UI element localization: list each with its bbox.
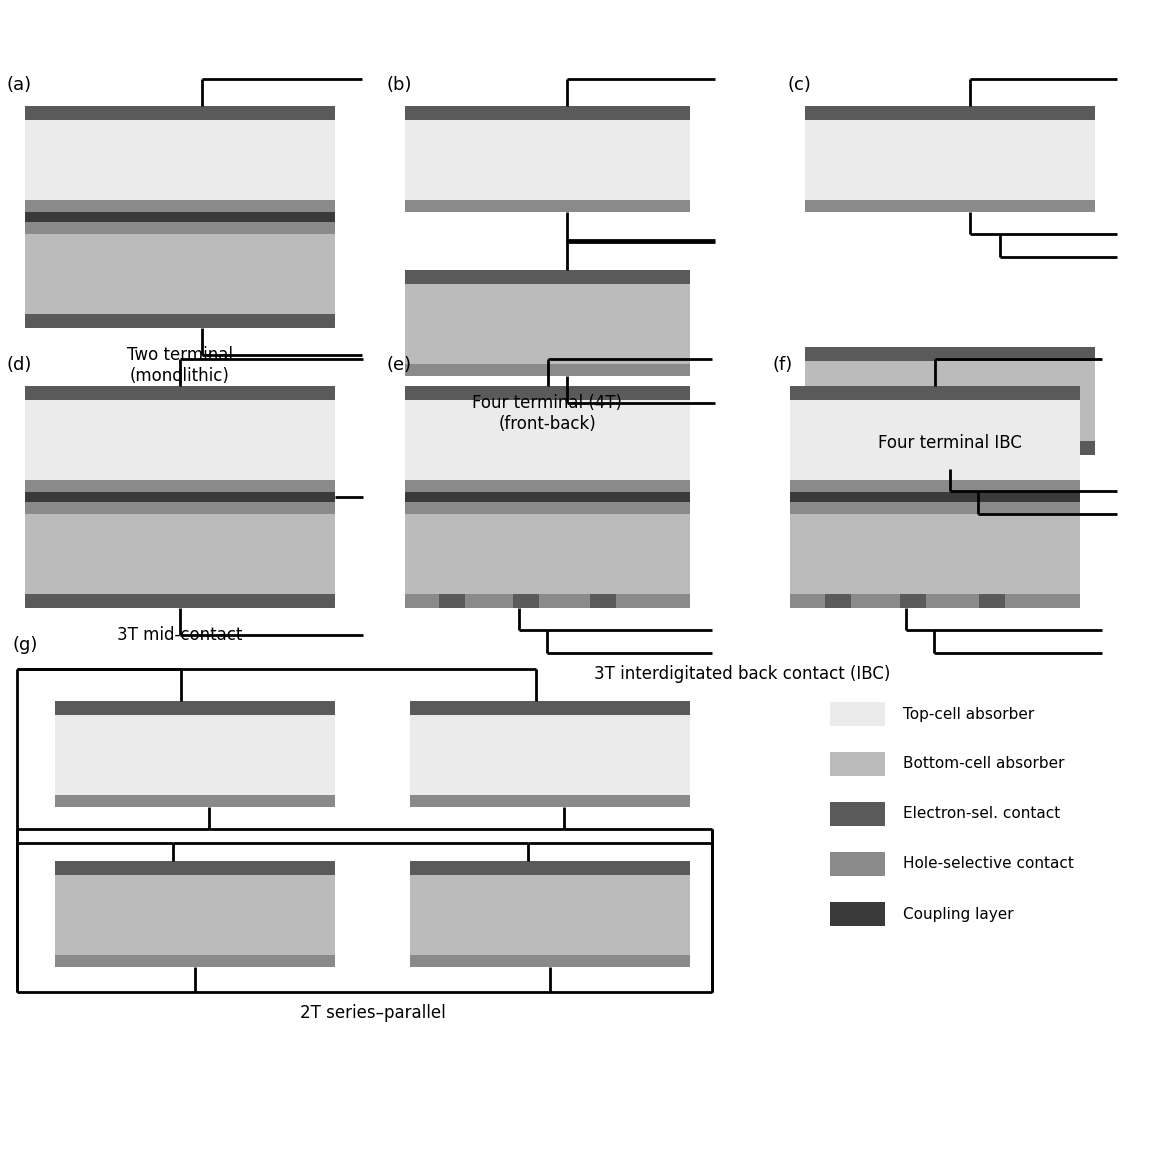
Bar xyxy=(405,502,690,514)
Bar xyxy=(805,200,1095,212)
Bar xyxy=(410,861,690,875)
Bar xyxy=(55,875,335,956)
Bar xyxy=(790,492,1080,502)
Bar xyxy=(405,120,690,200)
Bar xyxy=(405,385,690,401)
Bar xyxy=(805,347,1095,361)
Bar xyxy=(25,212,335,222)
Text: (d): (d) xyxy=(7,356,33,374)
Bar xyxy=(830,902,885,926)
Bar xyxy=(830,752,885,776)
Bar xyxy=(405,514,690,594)
Bar xyxy=(827,361,853,375)
Bar xyxy=(908,361,934,375)
Text: 2T series–parallel: 2T series–parallel xyxy=(300,1004,445,1022)
Bar xyxy=(830,802,885,825)
Bar xyxy=(25,492,335,502)
Bar xyxy=(405,271,690,284)
Bar xyxy=(25,313,335,329)
Text: Four terminal (4T)
(front-back): Four terminal (4T) (front-back) xyxy=(472,394,623,433)
Text: (c): (c) xyxy=(787,75,811,94)
Bar xyxy=(55,701,335,715)
Text: (e): (e) xyxy=(387,356,412,374)
Bar xyxy=(410,701,690,715)
Bar xyxy=(410,715,690,795)
Bar xyxy=(410,875,690,956)
Text: Bottom-cell absorber: Bottom-cell absorber xyxy=(904,757,1065,772)
Bar xyxy=(405,284,690,365)
Bar xyxy=(805,120,1095,200)
Bar xyxy=(790,385,1080,401)
Bar xyxy=(790,514,1080,594)
Bar xyxy=(805,106,1095,120)
Bar xyxy=(790,594,1080,608)
Text: Electron-sel. contact: Electron-sel. contact xyxy=(904,807,1060,822)
Bar xyxy=(25,401,335,479)
Text: 3T interdigitated back contact (IBC): 3T interdigitated back contact (IBC) xyxy=(595,665,891,683)
Bar xyxy=(790,479,1080,492)
Text: (b): (b) xyxy=(387,75,412,94)
Text: Two terminal
(monolithic): Two terminal (monolithic) xyxy=(127,346,233,384)
Bar xyxy=(590,594,616,608)
Bar xyxy=(405,106,690,120)
Bar xyxy=(986,361,1013,375)
Bar xyxy=(805,361,1095,441)
Text: (f): (f) xyxy=(772,356,792,374)
Bar xyxy=(900,594,926,608)
Bar xyxy=(25,120,335,200)
Text: 3T mid-contact: 3T mid-contact xyxy=(118,626,243,644)
Text: Hole-selective contact: Hole-selective contact xyxy=(904,857,1074,872)
Bar xyxy=(805,441,1095,455)
Bar xyxy=(830,702,885,726)
Bar xyxy=(439,594,465,608)
Bar xyxy=(410,956,690,967)
Bar xyxy=(1045,361,1070,375)
Bar xyxy=(830,852,885,877)
Bar xyxy=(25,106,335,120)
Bar xyxy=(55,861,335,875)
Bar xyxy=(513,594,539,608)
Bar xyxy=(805,361,1095,375)
Bar xyxy=(55,795,335,807)
Bar xyxy=(410,795,690,807)
Bar xyxy=(405,492,690,502)
Bar xyxy=(25,594,335,608)
Bar xyxy=(25,235,335,313)
Bar xyxy=(405,479,690,492)
Bar xyxy=(25,222,335,235)
Bar xyxy=(25,385,335,401)
Bar xyxy=(25,200,335,212)
Text: Four terminal IBC: Four terminal IBC xyxy=(878,434,1022,452)
Text: (a): (a) xyxy=(7,75,32,94)
Bar xyxy=(55,715,335,795)
Bar xyxy=(790,401,1080,479)
Text: Top-cell absorber: Top-cell absorber xyxy=(904,707,1034,721)
Bar xyxy=(405,365,690,376)
Bar xyxy=(25,502,335,514)
Bar xyxy=(25,514,335,594)
Bar xyxy=(825,594,851,608)
Text: Coupling layer: Coupling layer xyxy=(904,907,1014,922)
Bar xyxy=(790,502,1080,514)
Bar xyxy=(25,479,335,492)
Bar xyxy=(979,594,1005,608)
Text: (g): (g) xyxy=(12,636,38,654)
Bar xyxy=(55,956,335,967)
Bar xyxy=(405,401,690,479)
Bar xyxy=(405,200,690,212)
Bar xyxy=(405,594,690,608)
